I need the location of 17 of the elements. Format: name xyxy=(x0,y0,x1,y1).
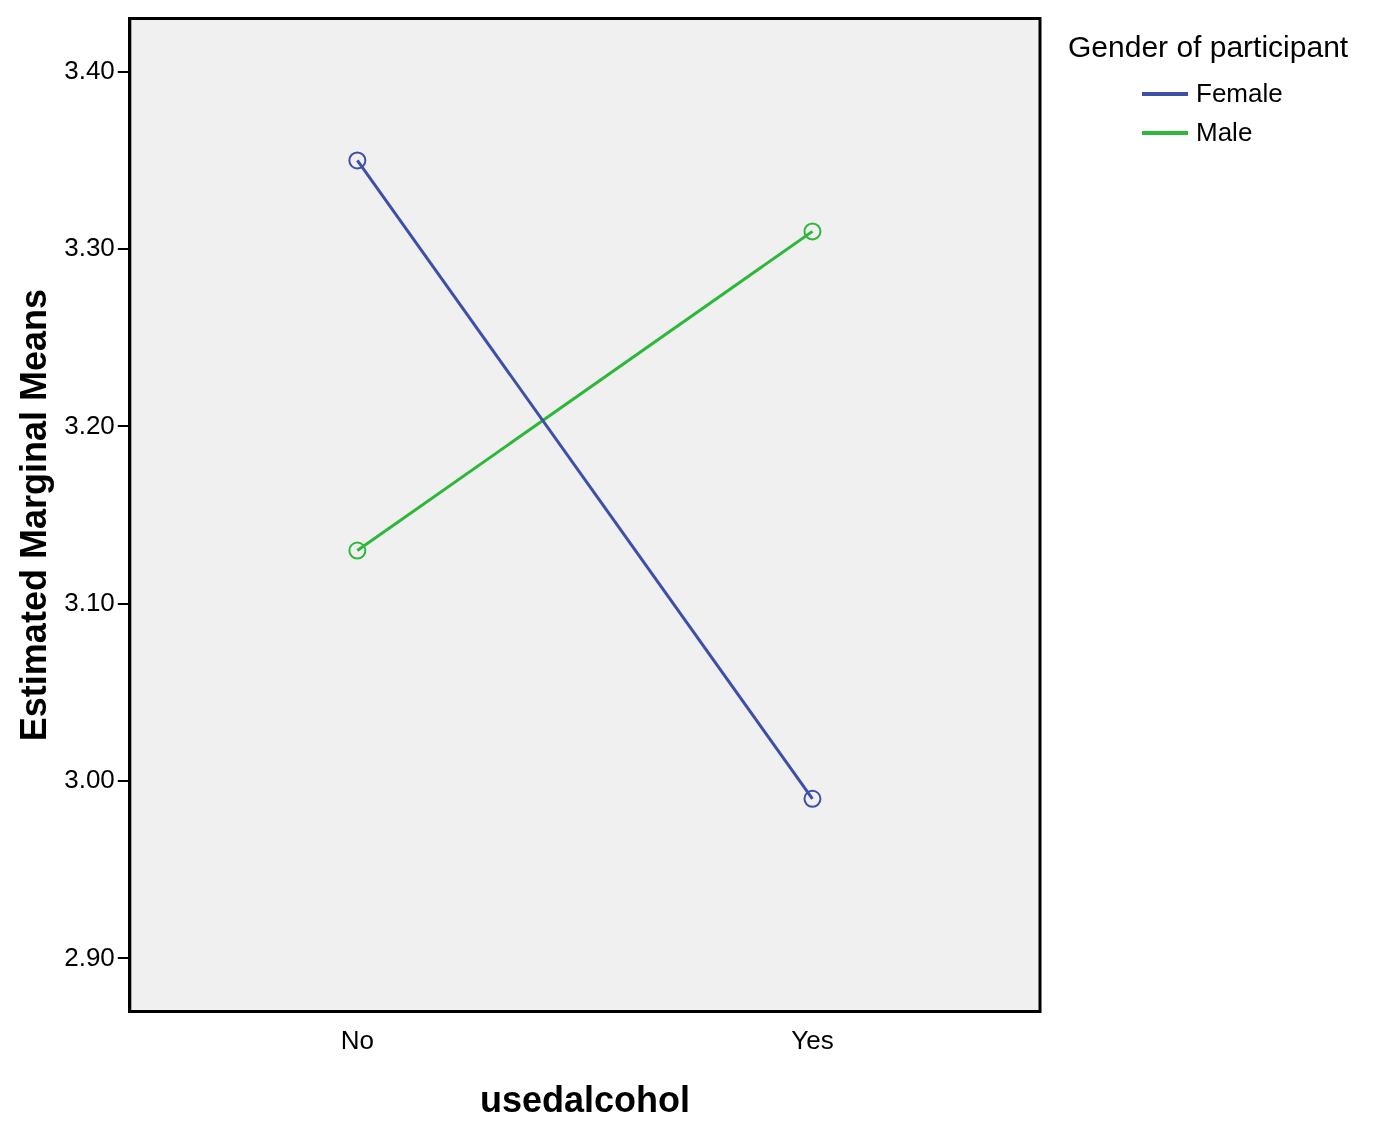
legend-label: Female xyxy=(1196,78,1283,109)
point xyxy=(803,789,822,808)
x-tick-label: Yes xyxy=(791,1025,834,1056)
y-tick-label: 3.40 xyxy=(64,54,115,85)
y-tick-label: 3.00 xyxy=(64,764,115,795)
y-tick-label: 3.10 xyxy=(64,586,115,617)
y-axis-title: Estimated Marginal Means xyxy=(12,289,54,742)
x-axis-title: usedalcohol xyxy=(479,1079,690,1121)
y-tick-label: 3.30 xyxy=(64,232,115,263)
legend-title: Gender of participant xyxy=(1068,30,1349,64)
point xyxy=(803,222,822,241)
y-tick-label: 2.90 xyxy=(64,941,115,972)
point xyxy=(348,541,367,560)
point xyxy=(348,151,367,170)
x-tick-label: No xyxy=(340,1025,374,1056)
y-tick-label: 3.20 xyxy=(64,409,115,440)
legend-label: Male xyxy=(1196,117,1253,148)
